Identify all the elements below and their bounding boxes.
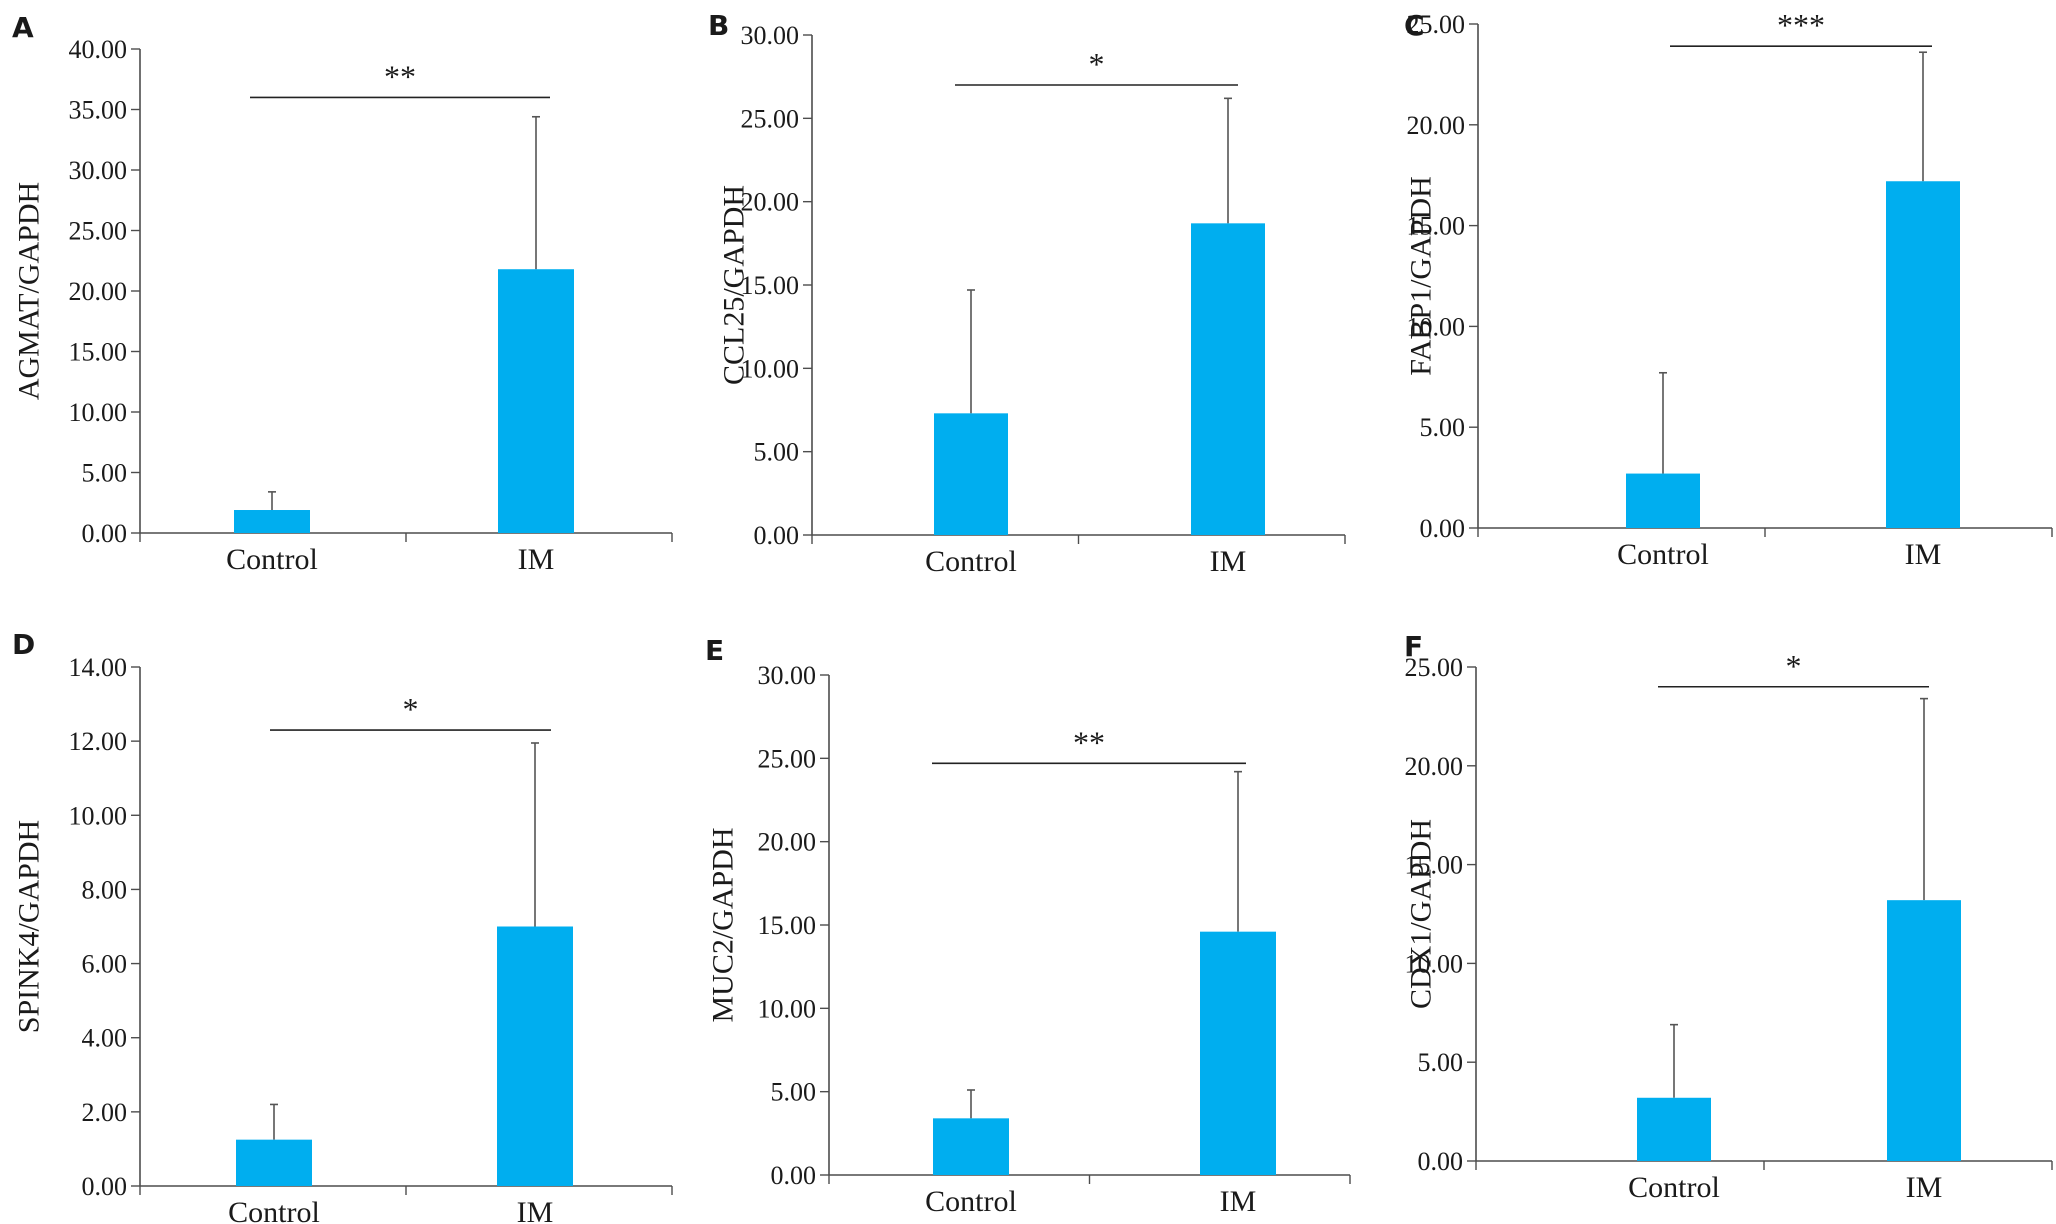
panel-letter: D (12, 628, 35, 661)
y-tick-label: 15.00 (741, 271, 800, 300)
y-tick-label: 10.00 (758, 994, 817, 1023)
bar-control (934, 413, 1008, 535)
y-tick-label: 40.00 (69, 35, 128, 64)
panel-b: B 0.00 5.00 10.00 15.00 20.00 25.00 30.00 Contro… (708, 9, 1346, 578)
y-tick-label: 20.00 (741, 188, 800, 217)
x-category-label: IM (1905, 538, 1942, 571)
panel-letter: A (12, 11, 34, 44)
y-tick-label: 20.00 (1407, 111, 1466, 140)
panel-letter: C (1404, 9, 1425, 42)
bar-im (497, 926, 573, 1186)
panel-letter: F (1404, 630, 1423, 663)
y-tick-label: 20.00 (1405, 752, 1464, 781)
y-tick-label: 0.00 (82, 519, 128, 548)
y-tick-label: 0.00 (1420, 514, 1466, 543)
y-tick-label: 35.00 (69, 96, 128, 125)
x-category-label: IM (517, 1196, 554, 1224)
panel-d: D 0.00 2.00 4.00 6.00 8.00 10.00 12.00 14.00 Cont… (12, 628, 673, 1224)
y-tick-label: 25.00 (69, 217, 128, 246)
x-category-label: IM (1210, 545, 1247, 578)
y-tick-label: 5.00 (771, 1078, 817, 1107)
significance-stars: * (403, 691, 419, 727)
y-tick-label: 20.00 (758, 828, 817, 857)
x-category-label: IM (1906, 1171, 1943, 1204)
x-category-label: Control (925, 545, 1017, 578)
y-axis-title: SPINK4/GAPDH (13, 820, 46, 1033)
y-tick-label: 10.00 (69, 398, 128, 427)
y-tick-label: 25.00 (758, 744, 817, 773)
bar-im (1200, 931, 1276, 1175)
panel-letter: B (708, 9, 729, 42)
y-tick-label: 0.00 (754, 521, 800, 550)
y-tick-label: 0.00 (771, 1161, 817, 1190)
y-tick-label: 0.00 (1418, 1147, 1464, 1176)
y-tick-label: 25.00 (1407, 10, 1466, 39)
y-tick-label: 5.00 (82, 459, 128, 488)
significance-stars: ** (1073, 724, 1105, 760)
y-tick-label: 20.00 (69, 277, 128, 306)
bar-im (1191, 223, 1265, 536)
y-tick-label: 5.00 (1418, 1048, 1464, 1077)
bar-control (1626, 473, 1700, 528)
bar-control (236, 1139, 312, 1186)
bar-im (1887, 900, 1961, 1161)
panel-e: E 0.00 5.00 10.00 15.00 20.00 25.00 30.00 Contro… (705, 634, 1351, 1218)
panel-a: A 0.00 5.00 10.00 15.00 20.00 25.00 30.00 35.00 4… (12, 11, 673, 576)
y-tick-label: 6.00 (82, 950, 128, 979)
y-tick-label: 15.00 (758, 911, 817, 940)
significance-stars: * (1786, 648, 1802, 684)
panel-c: C 0.00 5.00 10.00 15.00 20.00 25.00 Control IM **… (1404, 7, 2053, 571)
bar-control (1637, 1097, 1711, 1161)
y-tick-label: 30.00 (741, 21, 800, 50)
x-category-label: Control (925, 1185, 1017, 1218)
bar-im (498, 269, 574, 533)
x-category-label: IM (518, 543, 555, 576)
y-tick-label: 0.00 (82, 1172, 128, 1201)
y-tick-label: 12.00 (69, 727, 128, 756)
y-tick-label: 10.00 (1407, 312, 1466, 341)
y-tick-label: 15.00 (69, 338, 128, 367)
y-tick-label: 5.00 (1420, 413, 1466, 442)
panel-f: F 0.00 5.00 10.00 15.00 20.00 25.00 Control IM * C… (1404, 630, 2053, 1204)
y-tick-label: 14.00 (69, 653, 128, 682)
y-tick-label: 8.00 (82, 875, 128, 904)
x-category-label: Control (228, 1196, 320, 1224)
y-tick-label: 25.00 (741, 104, 800, 133)
x-category-label: IM (1220, 1185, 1257, 1218)
bar-im (1886, 181, 1960, 529)
y-tick-label: 30.00 (69, 156, 128, 185)
y-tick-label: 4.00 (82, 1024, 128, 1053)
y-tick-label: 2.00 (82, 1098, 128, 1127)
x-category-label: Control (226, 543, 318, 576)
y-axis-title: MUC2/GAPDH (707, 827, 740, 1022)
y-axis-title: CCL25/GAPDH (718, 185, 751, 385)
y-tick-label: 30.00 (758, 661, 817, 690)
panel-letter: E (705, 634, 724, 667)
y-tick-label: 15.00 (1405, 851, 1464, 880)
significance-stars: *** (1777, 7, 1825, 43)
y-tick-label: 10.00 (741, 354, 800, 383)
y-axis-title: CDX1/GAPDH (1405, 819, 1438, 1009)
y-axis-title: FABP1/GAPDH (1405, 176, 1438, 376)
y-tick-label: 10.00 (1405, 949, 1464, 978)
y-tick-label: 15.00 (1407, 212, 1466, 241)
y-tick-label: 25.00 (1405, 653, 1464, 682)
bar-control (933, 1118, 1009, 1175)
y-tick-label: 10.00 (69, 801, 128, 830)
significance-stars: * (1089, 46, 1105, 82)
significance-stars: ** (384, 58, 416, 94)
bar-control (234, 510, 310, 533)
x-category-label: Control (1628, 1171, 1720, 1204)
x-category-label: Control (1617, 538, 1709, 571)
y-axis-title: AGMAT/GAPDH (13, 182, 46, 400)
y-tick-label: 5.00 (754, 438, 800, 467)
